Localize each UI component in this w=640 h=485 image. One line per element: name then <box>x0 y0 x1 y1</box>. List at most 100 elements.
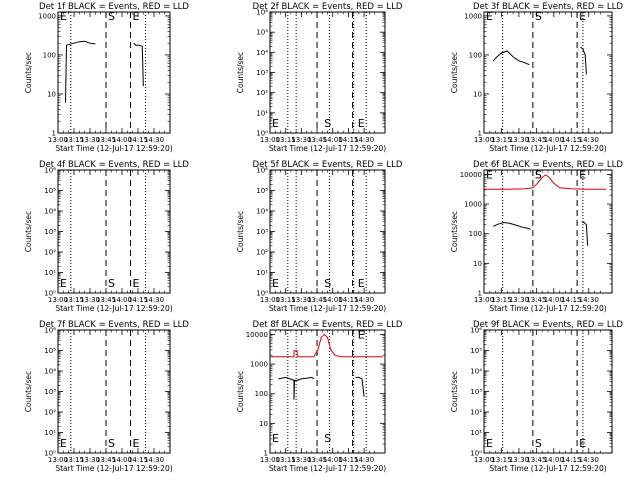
event-marker-s: S <box>535 437 542 450</box>
series-line-2 <box>133 42 144 87</box>
x-tick-label: 14:15 <box>561 136 581 144</box>
y-tick-label: 10³ <box>256 69 268 77</box>
event-marker-e: E <box>272 432 279 445</box>
x-tick-label: 13:00 <box>48 136 68 144</box>
y-tick-label: 10² <box>44 409 56 417</box>
panel-det-8: Det 8f BLACK = Events, RED = LLD 1 10 100 10… <box>236 320 403 473</box>
event-marker-e: E <box>579 10 586 23</box>
event-marker-e: E <box>358 277 365 290</box>
event-marker-s: S <box>535 10 542 23</box>
x-tick-label: 13:30 <box>291 456 311 464</box>
y-tick-label: 10000 <box>460 171 482 179</box>
x-tick-label: 13:00 <box>474 136 494 144</box>
x-axis-label: Start Time (12-Jul-17 12:59:20) <box>269 144 386 153</box>
y-tick-label: 10⁵ <box>44 347 56 355</box>
plot-frame <box>57 169 171 294</box>
x-tick-label: 13:15 <box>64 296 84 304</box>
panel-title: Det 7f BLACK = Events, RED = LLD <box>39 320 189 330</box>
x-axis-label: Start Time (12-Jul-17 12:59:20) <box>55 464 172 473</box>
y-tick-label: 1 <box>478 130 482 138</box>
x-tick-label: 14:30 <box>579 136 599 144</box>
x-tick-label: 13:15 <box>491 456 511 464</box>
x-tick-label: 13:15 <box>491 296 511 304</box>
y-tick-label: 100 <box>469 51 482 59</box>
x-tick-label: 13:30 <box>509 296 529 304</box>
series-line-3 <box>355 376 365 397</box>
y-tick-label: 10⁴ <box>256 208 268 216</box>
y-tick-label: 10⁵ <box>470 347 482 355</box>
event-marker-e: E <box>133 277 140 290</box>
y-axis-label: Counts/sec <box>450 211 459 252</box>
y-axis-label: Counts/sec <box>24 211 33 252</box>
panel-det-1: Det 1f BLACK = Events, RED = LLD 1 10 100 10… <box>24 2 189 153</box>
x-tick-label: 13:30 <box>291 136 311 144</box>
series-line-1 <box>270 333 383 358</box>
x-tick-label: 13:30 <box>509 136 529 144</box>
y-tick-label: 1000 <box>38 12 56 20</box>
y-tick-label: 10⁰ <box>44 450 56 458</box>
x-axis-label: Start Time (12-Jul-17 12:59:20) <box>489 144 606 153</box>
series-line-1 <box>65 40 96 103</box>
plot-frame <box>269 11 386 134</box>
x-tick-label: 14:00 <box>323 136 343 144</box>
x-tick-label: 13:30 <box>509 456 529 464</box>
series-line-2 <box>580 46 587 75</box>
x-tick-label: 14:15 <box>338 456 358 464</box>
y-tick-label: 10⁰ <box>256 290 268 298</box>
event-marker-s: S <box>324 432 331 445</box>
plot-frame <box>57 11 171 134</box>
panel-title: Det 1f BLACK = Events, RED = LLD <box>39 2 189 12</box>
x-tick-label: 13:30 <box>80 136 100 144</box>
event-marker-e: E <box>358 328 365 341</box>
x-tick-label: 13:45 <box>96 296 116 304</box>
series-line-2 <box>278 376 315 400</box>
y-axis-label: Counts/sec <box>450 52 459 93</box>
series-line-2 <box>493 221 531 230</box>
y-tick-label: 100 <box>255 390 268 398</box>
y-tick-label: 10¹ <box>44 269 56 277</box>
y-axis-label: Counts/sec <box>236 52 245 93</box>
y-tick-label: 10⁴ <box>44 368 56 376</box>
x-tick-label: 14:00 <box>323 296 343 304</box>
x-tick-label: 13:15 <box>276 136 296 144</box>
x-tick-label: 14:30 <box>144 296 164 304</box>
event-marker-e: E <box>486 168 493 181</box>
event-marker-e: E <box>358 117 365 130</box>
x-tick-label: 13:45 <box>526 456 546 464</box>
panel-det-5: Det 5f BLACK = Events, RED = LLD 10⁰ 10¹ 10… <box>236 160 403 313</box>
y-tick-label: 10⁰ <box>470 450 482 458</box>
x-tick-label: 14:15 <box>338 136 358 144</box>
x-axis-label: Start Time (12-Jul-17 12:59:20) <box>55 144 172 153</box>
panel-title: Det 8f BLACK = Events, RED = LLD <box>253 320 403 330</box>
y-tick-label: 1000 <box>464 201 482 209</box>
x-tick-label: 13:45 <box>307 456 327 464</box>
x-tick-label: 13:45 <box>96 136 116 144</box>
plot-frame <box>483 169 613 294</box>
x-tick-label: 13:00 <box>260 136 280 144</box>
panel-title: Det 2f BLACK = Events, RED = LLD <box>253 2 403 12</box>
y-axis-label: Counts/sec <box>24 371 33 412</box>
event-marker-s: S <box>108 437 115 450</box>
y-tick-label: 10² <box>256 89 268 97</box>
event-marker-e: E <box>272 117 279 130</box>
x-tick-label: 14:15 <box>128 296 148 304</box>
series-line-3 <box>581 221 589 246</box>
y-tick-label: 10³ <box>256 228 268 236</box>
event-marker-e: E <box>60 277 67 290</box>
y-tick-label: 10⁶ <box>256 167 268 175</box>
y-tick-label: 100 <box>469 230 482 238</box>
y-tick-label: 10 <box>47 90 56 98</box>
x-tick-label: 14:30 <box>354 456 374 464</box>
panel-det-4: Det 4f BLACK = Events, RED = LLD 10⁰ 10¹ 10… <box>24 160 189 313</box>
x-tick-label: 14:00 <box>323 456 343 464</box>
event-marker-s: S <box>324 117 331 130</box>
y-tick-label: 10⁴ <box>256 49 268 57</box>
x-tick-label: 13:00 <box>48 296 68 304</box>
y-tick-label: 1000 <box>250 361 268 369</box>
x-tick-label: 14:00 <box>112 456 132 464</box>
x-tick-label: 13:30 <box>291 296 311 304</box>
event-marker-s: S <box>324 277 331 290</box>
panel-det-9: Det 9f BLACK = Events, RED = LLD 10⁰ 10¹ 10… <box>450 320 623 473</box>
x-tick-label: 14:30 <box>354 136 374 144</box>
x-axis-label: Start Time (12-Jul-17 12:59:20) <box>55 304 172 313</box>
